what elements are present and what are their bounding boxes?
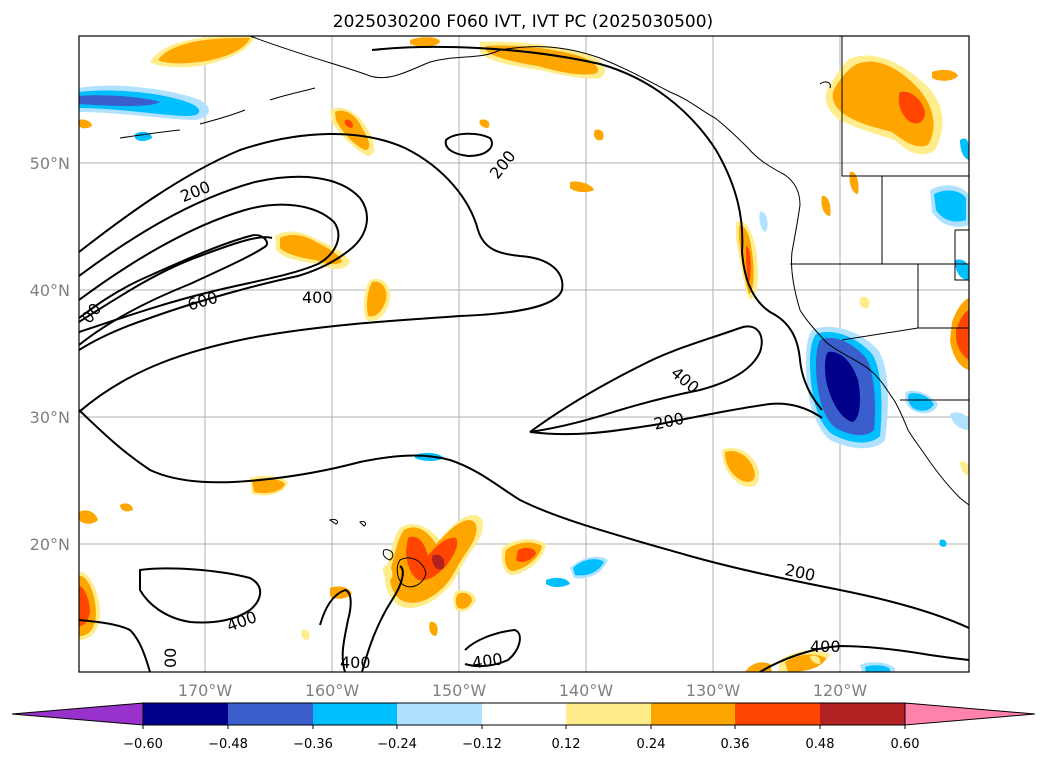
- colorbar-segment: [735, 703, 820, 725]
- map-frame: [78, 35, 970, 673]
- lon-label: 120°W: [813, 681, 868, 700]
- colorbar-tick-label: 0.36: [721, 737, 750, 752]
- colorbar-segment: [397, 703, 482, 725]
- colorbar-segment: [566, 703, 651, 725]
- colorbar-tick-label: −0.36: [293, 737, 333, 752]
- colorbar-tick-label: 0.48: [806, 737, 835, 752]
- lon-label: 130°W: [686, 681, 741, 700]
- map-title: 2025030200 F060 IVT, IVT PC (2025030500): [333, 12, 713, 32]
- colorbar-segment: [482, 703, 566, 725]
- contour-label: 00: [161, 648, 180, 668]
- colorbar-segment: [228, 703, 313, 725]
- colorbar-tick-label: −0.12: [462, 737, 502, 752]
- colorbar-extend-max: [904, 702, 1036, 726]
- lon-label: 170°W: [178, 681, 233, 700]
- lon-label: 160°W: [305, 681, 360, 700]
- lat-label: 20°N: [30, 535, 70, 554]
- ivt-contours: [79, 45, 969, 672]
- colorbar: −0.60 −0.48 −0.36 −0.24 −0.12 0.12 0.24 …: [11, 702, 1036, 752]
- lat-label: 30°N: [30, 408, 70, 427]
- colorbar-tick-label: 0.24: [637, 737, 666, 752]
- contour-label: 400: [340, 653, 371, 672]
- contour-label: 400: [810, 637, 841, 656]
- lat-label: 50°N: [30, 154, 70, 173]
- longitude-labels: 170°W 160°W 150°W 140°W 130°W 120°W: [178, 681, 868, 700]
- lon-label: 150°W: [432, 681, 487, 700]
- colorbar-ticks: [142, 725, 906, 729]
- ivt-pc-shading: [79, 36, 969, 672]
- colorbar-segment: [820, 703, 905, 725]
- lat-label: 40°N: [30, 281, 70, 300]
- latitude-labels: 50°N 40°N 30°N 20°N: [30, 154, 70, 554]
- coastline: [119, 36, 969, 588]
- lon-label: 140°W: [559, 681, 614, 700]
- colorbar-tick-label: 0.12: [552, 737, 581, 752]
- colorbar-segment: [143, 703, 228, 725]
- contour-label: 400: [302, 288, 333, 307]
- colorbar-tick-label: 0.60: [891, 737, 920, 752]
- colorbar-tick-label: −0.24: [377, 737, 417, 752]
- map-panel: [79, 36, 969, 672]
- colorbar-extend-min: [11, 702, 144, 726]
- colorbar-segment: [651, 703, 735, 725]
- contour-label: 400: [471, 649, 504, 672]
- colorbar-tick-label: −0.48: [208, 737, 248, 752]
- colorbar-tick-label: −0.60: [123, 737, 163, 752]
- colorbar-segment: [313, 703, 397, 725]
